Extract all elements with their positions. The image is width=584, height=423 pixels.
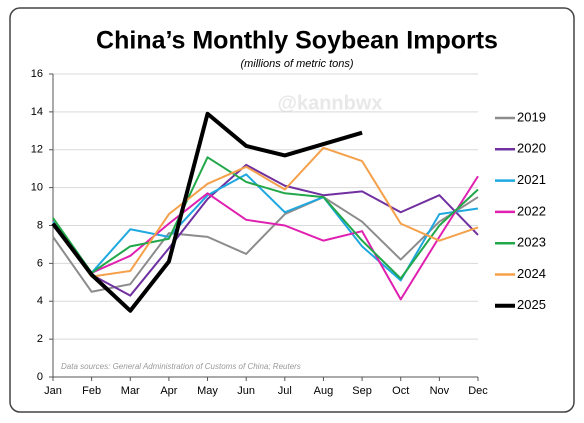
x-tick-label: Aug (314, 385, 334, 397)
legend-label: 2022 (517, 203, 546, 218)
y-tick-label: 10 (31, 182, 43, 194)
x-tick-label: Mar (121, 385, 140, 397)
series-line (52, 156, 479, 280)
series-line (52, 175, 479, 301)
y-tick-label: 2 (37, 333, 43, 345)
x-tick-label: Nov (430, 385, 450, 397)
y-tick-label: 14 (31, 106, 43, 118)
x-tick-label: Jan (44, 385, 62, 397)
x-tick-label: Feb (82, 385, 101, 397)
x-tick-label: Oct (392, 385, 409, 397)
x-tick-label: Apr (160, 385, 177, 397)
legend-label: 2024 (517, 266, 546, 281)
legend-label: 2021 (517, 172, 546, 187)
series-line (52, 163, 479, 297)
y-tick-label: 4 (37, 295, 43, 307)
y-tick-label: 16 (31, 68, 43, 80)
legend-label: 2025 (517, 297, 546, 312)
y-tick-label: 0 (37, 371, 43, 383)
source-note: Data sources: General Administration of … (61, 362, 301, 371)
chart-title: China’s Monthly Soybean Imports (96, 27, 498, 55)
x-tick-label: Dec (468, 385, 488, 397)
legend-label: 2020 (517, 141, 546, 156)
x-tick-label: Jun (237, 385, 255, 397)
legend-label: 2019 (517, 109, 546, 124)
x-tick-label: May (197, 385, 218, 397)
y-tick-label: 8 (37, 219, 43, 231)
watermark: @kannbwx (277, 92, 382, 114)
x-tick-label: Jul (278, 385, 292, 397)
x-tick-label: Sep (352, 385, 372, 397)
chart-subtitle: (millions of metric tons) (240, 58, 353, 70)
legend-label: 2023 (517, 235, 546, 250)
y-tick-label: 12 (31, 144, 43, 156)
y-tick-label: 6 (37, 257, 43, 269)
series-line (51, 111, 363, 313)
series-line (52, 196, 479, 293)
series-line (52, 146, 479, 278)
